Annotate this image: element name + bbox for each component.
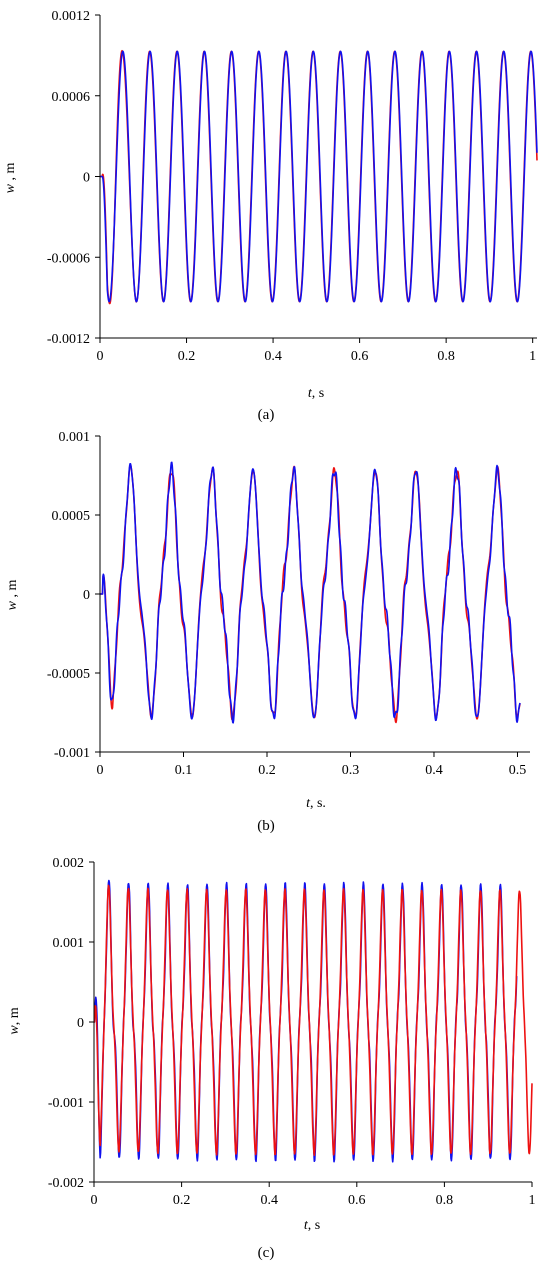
y-tick-label: -0.0005	[47, 667, 90, 682]
series-line-2	[93, 884, 533, 1157]
y-tick-label: 0	[77, 1016, 84, 1031]
chart-panel-a: -0.0012 -0.0006 0 0.0006 0.0012 0 0.2 0.4 0.6 0.8…	[3, 9, 538, 423]
y-tick-label: 0.001	[59, 430, 91, 445]
x-tick-label: 0.4	[264, 349, 282, 364]
series-line-2	[99, 50, 538, 303]
x-tick-label: 0.6	[348, 1193, 366, 1208]
figure-caption-a: (a)	[258, 407, 275, 423]
y-axis-label: w , m	[3, 163, 18, 194]
x-tick-label: 0.8	[436, 1193, 454, 1208]
series-layer	[93, 879, 533, 1163]
y-tick-label: 0	[83, 588, 90, 603]
x-axis-label: t, s	[308, 386, 324, 401]
y-tick-label: -0.001	[54, 746, 90, 761]
x-tick-label: 0.6	[351, 349, 369, 364]
axes-layer: -0.0012 -0.0006 0 0.0006 0.0012 0 0.2 0.4 0.6 0.8…	[47, 9, 537, 364]
chart-panel-c: -0.002 -0.001 0 0.001 0.002 0 0.2 0.4 0.6 0.8 1 w,…	[7, 856, 536, 1261]
y-tick-label: 0.001	[53, 936, 85, 951]
figure-caption-b: (b)	[257, 818, 275, 834]
y-tick-label: 0.0005	[52, 509, 91, 524]
series-layer	[99, 49, 538, 305]
y-tick-label: 0.002	[53, 856, 85, 871]
y-axis-label: w, m	[7, 1007, 22, 1034]
y-tick-label: -0.001	[48, 1096, 84, 1111]
x-tick-label: 0.4	[425, 763, 443, 778]
x-tick-label: 0.2	[258, 763, 276, 778]
chart-panel-b: -0.001 -0.0005 0 0.0005 0.001 0 0.1 0.2 0.3 0.4 0.…	[5, 430, 530, 834]
x-tick-label: 0	[91, 1193, 98, 1208]
y-tick-label: -0.0006	[47, 251, 90, 266]
y-tick-label: 0.0012	[52, 9, 91, 24]
figure-caption-c: (c)	[258, 1245, 275, 1261]
y-tick-label: -0.002	[48, 1176, 84, 1191]
y-tick-label: 0.0006	[52, 90, 91, 105]
x-tick-label: 0.4	[260, 1193, 278, 1208]
y-axis-label: w , m	[5, 580, 20, 611]
x-tick-label: 0.2	[173, 1193, 191, 1208]
x-tick-label: 0.2	[178, 349, 196, 364]
axes-layer: -0.001 -0.0005 0 0.0005 0.001 0 0.1 0.2 0.3 0.4 0.…	[47, 430, 530, 778]
x-tick-label: 0.8	[437, 349, 455, 364]
x-tick-label: 1	[529, 1193, 536, 1208]
y-tick-label: 0	[83, 171, 90, 186]
x-tick-label: 0.1	[175, 763, 193, 778]
y-tick-label: -0.0012	[47, 332, 90, 347]
x-tick-label: 0.5	[509, 763, 527, 778]
x-tick-label: 0	[97, 763, 104, 778]
x-tick-label: 1	[529, 349, 536, 364]
series-line-2	[99, 461, 521, 724]
series-line-1	[99, 49, 538, 305]
axes-layer: -0.002 -0.001 0 0.001 0.002 0 0.2 0.4 0.6 0.8 1	[48, 856, 536, 1208]
x-tick-label: 0.3	[342, 763, 360, 778]
x-axis-label: t, s.	[306, 796, 326, 811]
x-tick-label: 0	[97, 349, 104, 364]
x-axis-label: t, s	[304, 1218, 320, 1233]
series-layer	[99, 461, 521, 724]
